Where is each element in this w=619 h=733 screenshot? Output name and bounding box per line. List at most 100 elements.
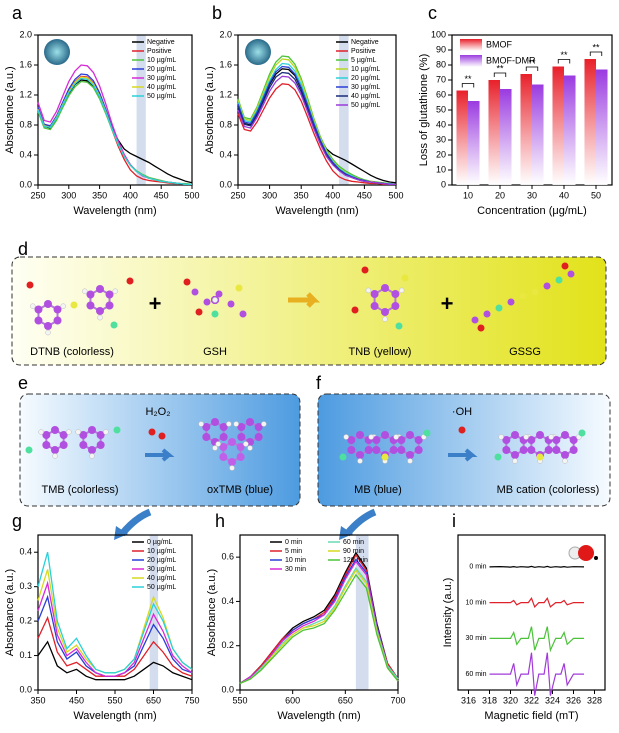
atom-h bbox=[398, 287, 405, 294]
significance-label: ** bbox=[464, 74, 472, 84]
bar bbox=[596, 69, 608, 185]
panel-label: d bbox=[18, 239, 28, 259]
atom bbox=[536, 453, 544, 461]
atom bbox=[254, 433, 263, 441]
y-axis-label: Absorbance (a.u.) bbox=[4, 569, 16, 656]
panel-label: g bbox=[12, 511, 22, 531]
species-label: MB cation (colorless) bbox=[497, 484, 600, 496]
x-tick-label: 500 bbox=[184, 190, 199, 200]
significance-label: ** bbox=[560, 50, 568, 60]
legend-label: 50 µg/mL bbox=[147, 584, 176, 591]
epr-trace bbox=[489, 597, 584, 609]
panel-label: h bbox=[215, 511, 225, 531]
atom bbox=[191, 288, 199, 296]
atom bbox=[555, 276, 563, 284]
atom bbox=[370, 302, 379, 310]
reaction-arrow bbox=[448, 448, 478, 462]
atom bbox=[235, 284, 243, 292]
atom bbox=[370, 290, 379, 298]
y-tick-label: 100 bbox=[431, 29, 446, 39]
legend-label: 50 µg/mL bbox=[147, 93, 176, 100]
legend-swatch bbox=[460, 39, 482, 51]
atom-h bbox=[103, 429, 109, 435]
x-axis-label: Concentration (μg/mL) bbox=[477, 205, 587, 217]
atom bbox=[203, 298, 211, 306]
legend-label: 20 µg/mL bbox=[351, 75, 380, 82]
y-axis-label: Loss of glutathione (%) bbox=[418, 54, 430, 167]
y-tick-label: 1.6 bbox=[219, 59, 232, 69]
atom bbox=[381, 308, 389, 316]
spectrum-line bbox=[239, 569, 399, 684]
flow-arrow-head bbox=[339, 526, 353, 540]
x-tick-label: 600 bbox=[285, 695, 300, 705]
legend-label: 5 min bbox=[285, 548, 302, 555]
atom bbox=[502, 446, 511, 454]
atom-h bbox=[97, 314, 103, 321]
legend-label: Positive bbox=[147, 48, 172, 55]
atom-h bbox=[562, 458, 568, 464]
panel-label: c bbox=[428, 3, 437, 23]
atom-h bbox=[52, 453, 58, 459]
atom bbox=[519, 292, 527, 300]
panel-label: b bbox=[212, 3, 222, 23]
x-axis-label: Wavelength (nm) bbox=[277, 710, 360, 722]
atom bbox=[511, 431, 519, 439]
y-tick-label: 0 bbox=[441, 179, 446, 189]
y-tick-label: 0.2 bbox=[221, 640, 234, 650]
y-tick-label: 50 bbox=[436, 104, 446, 114]
flow-arrow-head bbox=[114, 526, 128, 540]
x-tick-label: 350 bbox=[92, 190, 107, 200]
atom bbox=[236, 453, 245, 461]
y-tick-label: 2.0 bbox=[219, 29, 232, 39]
y-tick-label: 0.3 bbox=[19, 581, 32, 591]
atom bbox=[228, 438, 236, 446]
atom-h bbox=[512, 458, 518, 464]
species-label: TNB (yellow) bbox=[349, 346, 412, 358]
atom-h bbox=[382, 316, 388, 322]
legend-label: 90 min bbox=[343, 548, 364, 555]
atom-h bbox=[243, 441, 249, 447]
atom bbox=[364, 446, 373, 454]
significance-bracket bbox=[557, 59, 571, 64]
trace-label: 60 min bbox=[465, 671, 486, 678]
y-axis-label: Intensity (a.u.) bbox=[442, 578, 454, 648]
atom bbox=[414, 446, 423, 454]
y-tick-label: 60 bbox=[436, 89, 446, 99]
species-label: MB (blue) bbox=[354, 484, 402, 496]
legend-label: 0 µg/mL bbox=[147, 539, 173, 546]
atom bbox=[471, 316, 479, 324]
legend-label: 5 µg/mL bbox=[351, 57, 377, 64]
x-tick-label: 250 bbox=[30, 190, 45, 200]
atom bbox=[423, 429, 431, 437]
x-tick-label: 550 bbox=[107, 695, 122, 705]
legend-label: 50 µg/mL bbox=[351, 102, 380, 109]
y-tick-label: 2.0 bbox=[19, 29, 32, 39]
atom bbox=[227, 300, 235, 308]
atom bbox=[96, 307, 104, 315]
atom bbox=[237, 423, 246, 431]
atom bbox=[88, 446, 96, 454]
atom bbox=[381, 284, 389, 292]
atom bbox=[494, 453, 502, 461]
y-tick-label: 0.4 bbox=[219, 149, 232, 159]
atom bbox=[339, 453, 347, 461]
y-tick-label: 0.8 bbox=[19, 119, 32, 129]
atom-h bbox=[60, 303, 66, 309]
x-axis-label: Magnetic field (mT) bbox=[484, 710, 578, 722]
atom bbox=[552, 446, 561, 454]
atom-h bbox=[45, 329, 51, 336]
atom bbox=[219, 443, 228, 451]
atom-h bbox=[407, 458, 413, 464]
species-label: GSH bbox=[203, 346, 227, 358]
atom bbox=[458, 426, 466, 434]
atom bbox=[34, 305, 43, 314]
atom bbox=[202, 423, 211, 431]
atom bbox=[356, 451, 364, 459]
atom bbox=[228, 458, 236, 466]
legend-label: 10 µg/mL bbox=[351, 66, 380, 73]
atom bbox=[406, 431, 414, 439]
highlight-band bbox=[149, 535, 159, 690]
atom bbox=[202, 433, 211, 441]
atom-h bbox=[226, 421, 232, 427]
